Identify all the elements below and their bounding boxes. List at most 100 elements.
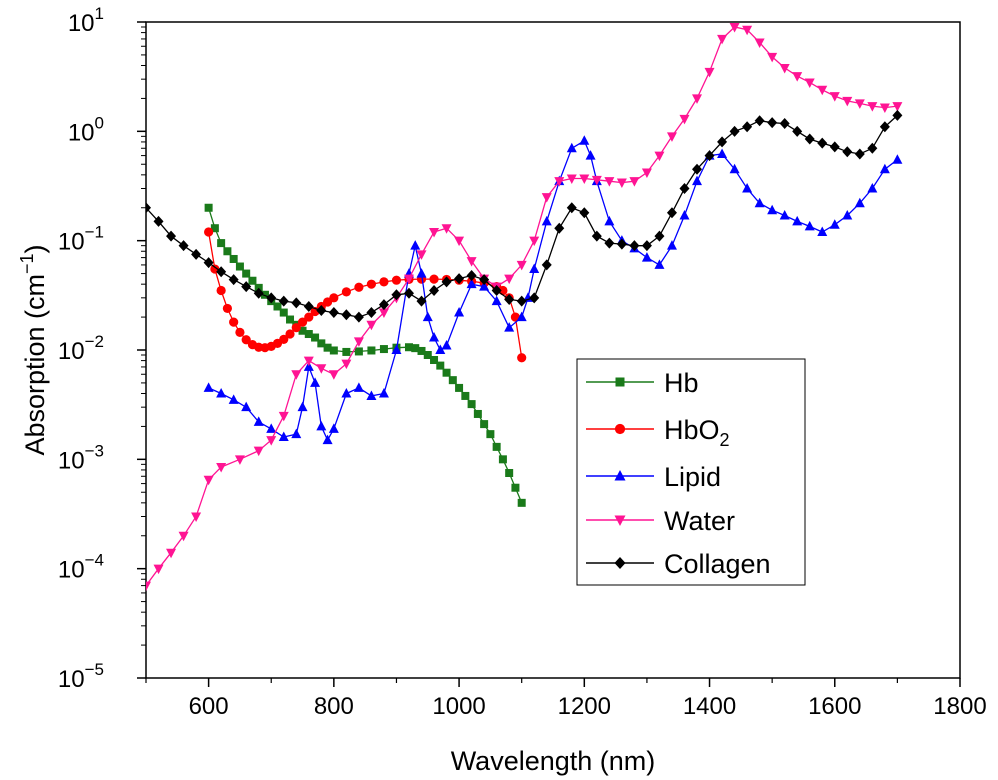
y-tick-label: 100: [68, 113, 104, 146]
data-point-lipid: [353, 382, 364, 392]
data-point-hbo2: [204, 227, 214, 237]
legend-item-water: Water: [586, 506, 735, 536]
data-point-collagen: [704, 150, 715, 162]
series-lipid: [203, 135, 903, 445]
data-point-lipid: [679, 209, 690, 220]
data-point-hbo2: [329, 293, 339, 303]
data-point-water: [316, 364, 327, 374]
data-point-hb: [342, 347, 351, 356]
data-point-hb: [448, 376, 457, 385]
data-point-water: [579, 174, 590, 185]
data-point-hb: [235, 262, 244, 271]
data-point-collagen: [416, 295, 427, 307]
legend-swatch-marker: [614, 470, 626, 481]
data-point-hb: [442, 368, 451, 377]
data-point-hb: [286, 315, 295, 324]
data-point-lipid: [291, 428, 302, 439]
y-tick-label: 10−4: [58, 551, 104, 584]
data-point-collagen: [378, 299, 389, 311]
legend-box: [576, 358, 806, 586]
data-point-lipid: [892, 154, 903, 164]
data-point-hbo2: [241, 335, 251, 345]
data-point-collagen: [729, 125, 740, 137]
data-point-lipid: [216, 388, 227, 398]
data-point-collagen: [429, 285, 440, 297]
data-point-hbo2: [517, 353, 527, 363]
data-point-collagen: [842, 146, 853, 158]
data-point-water: [416, 250, 427, 260]
data-point-hb: [511, 483, 520, 492]
data-point-water: [341, 359, 352, 370]
data-point-lipid: [792, 215, 803, 226]
data-point-water: [166, 548, 177, 559]
data-point-hb: [517, 498, 526, 507]
data-point-collagen: [153, 215, 164, 227]
data-point-lipid: [435, 344, 446, 354]
x-tick-label: 1800: [933, 693, 986, 720]
y-tick-label: 101: [68, 4, 104, 37]
data-point-lipid: [754, 197, 765, 208]
x-tick-label: 600: [189, 693, 229, 720]
data-point-water: [441, 224, 452, 234]
data-point-water: [641, 168, 652, 179]
data-point-hbo2: [222, 303, 232, 314]
y-tick-label: 10−2: [58, 332, 104, 365]
data-point-hbo2: [379, 277, 389, 287]
data-point-hb: [423, 351, 432, 360]
data-point-hbo2: [391, 275, 402, 285]
data-point-water: [829, 92, 840, 102]
data-point-lipid: [310, 377, 321, 387]
x-tick-label: 1000: [432, 693, 485, 720]
data-point-hbo2: [235, 327, 245, 337]
data-point-collagen: [479, 274, 490, 286]
data-point-hb: [436, 361, 445, 370]
data-point-collagen: [554, 222, 565, 234]
data-point-water: [654, 151, 665, 162]
y-tick-label: 10−3: [58, 441, 104, 474]
series-hbo2: [204, 227, 527, 363]
data-point-water: [666, 132, 677, 142]
data-point-water: [403, 274, 414, 285]
data-point-collagen: [441, 276, 452, 288]
data-point-hb: [260, 290, 269, 299]
x-tick-label: 800: [314, 693, 354, 720]
data-point-hb: [411, 344, 420, 353]
data-point-collagen: [341, 309, 352, 321]
data-point-lipid: [579, 135, 590, 145]
data-point-hbo2: [279, 334, 289, 345]
legend-item-collagen: Collagen: [586, 549, 771, 579]
data-point-lipid: [666, 240, 677, 250]
data-point-hb: [210, 224, 219, 233]
data-point-collagen: [191, 248, 202, 260]
y-tick-label: 10−1: [58, 223, 104, 256]
data-point-hb: [473, 409, 482, 418]
data-point-hb: [367, 346, 376, 355]
data-point-hb: [486, 430, 495, 439]
x-tick-label: 1600: [808, 693, 861, 720]
data-point-lipid: [516, 311, 527, 322]
data-point-water: [366, 320, 377, 331]
data-point-collagen: [867, 142, 878, 154]
data-point-collagen: [641, 240, 652, 252]
data-point-water: [378, 308, 389, 319]
data-point-collagen: [291, 297, 302, 309]
data-point-hbo2: [429, 274, 439, 284]
data-point-lipid: [228, 394, 239, 404]
data-point-hb: [311, 333, 320, 342]
data-point-lipid: [322, 434, 333, 445]
data-point-lipid: [742, 183, 753, 193]
data-point-water: [742, 25, 753, 36]
data-point-collagen: [216, 266, 227, 278]
data-point-water: [892, 102, 903, 112]
data-point-hb: [273, 302, 282, 311]
data-layer: [146, 23, 903, 592]
x-tick-label: 1200: [558, 693, 611, 720]
data-point-lipid: [529, 263, 540, 274]
data-point-water: [854, 99, 865, 109]
data-point-water: [717, 34, 728, 45]
data-point-hb: [354, 347, 363, 356]
data-point-water: [266, 436, 277, 446]
data-point-hb: [304, 330, 313, 339]
data-point-collagen: [792, 125, 803, 137]
data-point-collagen: [178, 240, 189, 252]
